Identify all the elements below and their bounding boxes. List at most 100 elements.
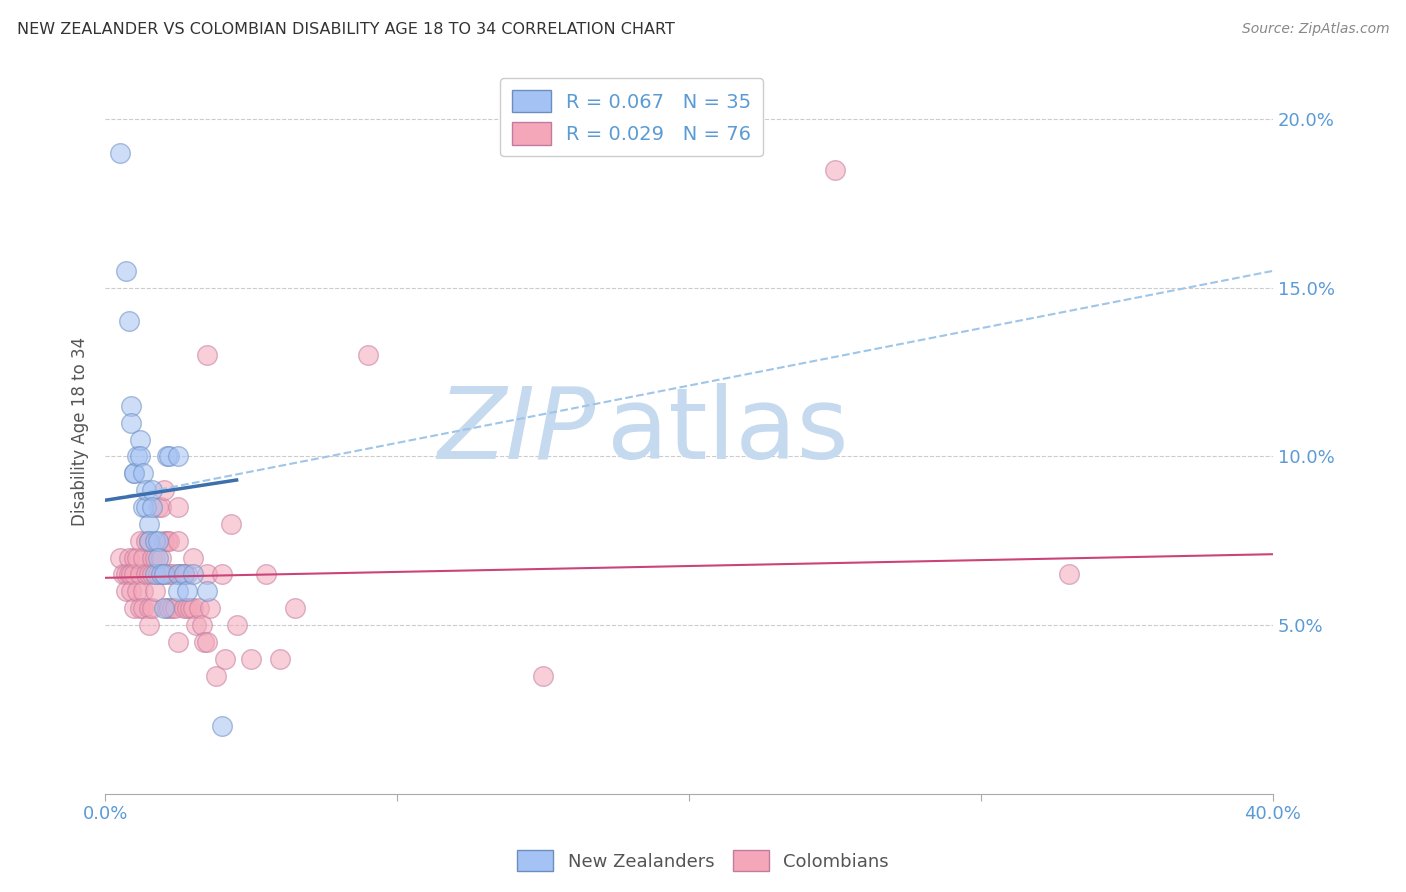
- Point: [179, 601, 201, 615]
- Point: [117, 550, 139, 565]
- Point: [124, 467, 146, 481]
- Point: [170, 567, 193, 582]
- Point: [108, 550, 131, 565]
- Point: [214, 652, 236, 666]
- Point: [149, 550, 172, 565]
- Point: [138, 533, 160, 548]
- Point: [141, 483, 163, 497]
- Point: [159, 533, 181, 548]
- Y-axis label: Disability Age 18 to 34: Disability Age 18 to 34: [72, 336, 89, 525]
- Point: [225, 618, 247, 632]
- Point: [152, 567, 174, 582]
- Point: [124, 550, 146, 565]
- Point: [132, 500, 155, 514]
- Point: [824, 162, 846, 177]
- Text: Source: ZipAtlas.com: Source: ZipAtlas.com: [1241, 22, 1389, 37]
- Point: [195, 635, 218, 649]
- Point: [117, 314, 139, 328]
- Point: [152, 567, 174, 582]
- Point: [195, 584, 218, 599]
- Point: [211, 567, 233, 582]
- Point: [195, 567, 218, 582]
- Point: [162, 601, 184, 615]
- Point: [284, 601, 307, 615]
- Text: atlas: atlas: [607, 383, 849, 480]
- Point: [167, 500, 190, 514]
- Point: [121, 399, 143, 413]
- Point: [149, 500, 172, 514]
- Point: [138, 533, 160, 548]
- Point: [129, 533, 152, 548]
- Point: [143, 567, 166, 582]
- Point: [114, 567, 136, 582]
- Point: [211, 719, 233, 733]
- Point: [1057, 567, 1080, 582]
- Point: [114, 584, 136, 599]
- Point: [117, 567, 139, 582]
- Point: [187, 601, 209, 615]
- Point: [146, 567, 169, 582]
- Point: [127, 550, 149, 565]
- Point: [167, 567, 190, 582]
- Point: [141, 500, 163, 514]
- Point: [173, 601, 195, 615]
- Point: [200, 601, 222, 615]
- Point: [127, 584, 149, 599]
- Point: [135, 500, 157, 514]
- Text: ZIP: ZIP: [437, 383, 596, 480]
- Point: [141, 567, 163, 582]
- Point: [114, 264, 136, 278]
- Point: [124, 567, 146, 582]
- Point: [108, 145, 131, 160]
- Point: [121, 584, 143, 599]
- Point: [124, 467, 146, 481]
- Point: [146, 550, 169, 565]
- Point: [190, 618, 212, 632]
- Point: [254, 567, 277, 582]
- Point: [155, 601, 177, 615]
- Point: [152, 533, 174, 548]
- Point: [111, 567, 134, 582]
- Legend: R = 0.067   N = 35, R = 0.029   N = 76: R = 0.067 N = 35, R = 0.029 N = 76: [501, 78, 763, 156]
- Point: [143, 550, 166, 565]
- Point: [149, 567, 172, 582]
- Point: [167, 533, 190, 548]
- Point: [205, 668, 228, 682]
- Point: [138, 516, 160, 531]
- Point: [141, 601, 163, 615]
- Point: [155, 450, 177, 464]
- Point: [152, 483, 174, 497]
- Point: [146, 500, 169, 514]
- Point: [129, 601, 152, 615]
- Point: [357, 348, 380, 362]
- Point: [193, 635, 215, 649]
- Text: NEW ZEALANDER VS COLOMBIAN DISABILITY AGE 18 TO 34 CORRELATION CHART: NEW ZEALANDER VS COLOMBIAN DISABILITY AG…: [17, 22, 675, 37]
- Point: [121, 567, 143, 582]
- Point: [165, 601, 187, 615]
- Point: [159, 567, 181, 582]
- Point: [167, 635, 190, 649]
- Point: [132, 584, 155, 599]
- Point: [181, 550, 204, 565]
- Point: [531, 668, 554, 682]
- Point: [132, 550, 155, 565]
- Point: [152, 601, 174, 615]
- Point: [176, 601, 198, 615]
- Point: [135, 533, 157, 548]
- Point: [159, 450, 181, 464]
- Point: [129, 433, 152, 447]
- Point: [184, 618, 207, 632]
- Point: [138, 567, 160, 582]
- Point: [167, 567, 190, 582]
- Point: [135, 567, 157, 582]
- Point: [138, 601, 160, 615]
- Point: [129, 450, 152, 464]
- Point: [143, 533, 166, 548]
- Point: [146, 533, 169, 548]
- Point: [219, 516, 242, 531]
- Point: [135, 483, 157, 497]
- Point: [181, 601, 204, 615]
- Legend: New Zealanders, Colombians: New Zealanders, Colombians: [510, 843, 896, 879]
- Point: [173, 567, 195, 582]
- Point: [121, 416, 143, 430]
